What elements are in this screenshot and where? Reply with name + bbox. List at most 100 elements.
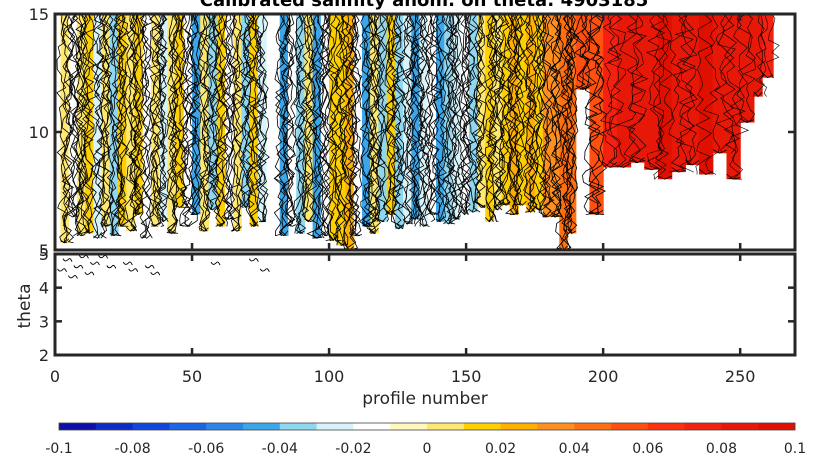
contour-line [452,213,461,220]
data-column [150,14,160,227]
contour-line [485,215,494,223]
contour-line [378,216,387,223]
tick-labels: 0 50 100 150 200 250 5 10 15 2 3 4 5 [29,5,756,386]
contour-line [320,231,330,237]
contour-line [653,14,671,180]
contour-line [64,14,76,218]
contour-line [232,226,242,232]
contour-line [93,232,102,239]
contour-line [668,14,687,173]
contour-line [110,14,123,237]
contour-line [139,14,151,239]
contour-line [287,222,297,227]
upper-y-tick-label: 5 [39,241,49,260]
contour-line [341,14,354,250]
contour-line [169,14,183,208]
contour-line [199,14,212,232]
colorbar-tick-label: -0.04 [262,441,298,457]
colorbar-swatch [353,423,391,430]
contour-line [87,14,101,239]
contour-line [575,85,590,90]
contour-line [257,14,270,223]
contour-line [537,14,550,218]
x-tick-label: 150 [451,367,482,386]
contour-line [361,220,371,227]
contour-line [436,14,449,223]
contour-line [155,14,168,223]
contour-line [166,14,179,234]
contour-line [426,14,440,215]
contour-line [197,14,210,232]
colorbar-swatch [279,423,317,430]
contour-line [295,14,307,234]
contour-line [100,14,113,227]
contour-line [60,238,69,244]
contour-line [561,14,573,250]
contour-line [250,14,263,227]
upper-panel-contours [56,14,780,250]
data-column [534,14,544,210]
contour-line [254,14,267,222]
lower-panel-frame [53,252,797,357]
contour-line [753,91,763,98]
contour-line [628,14,649,163]
contour-line [419,222,428,227]
data-column [616,14,632,168]
contour-line [208,205,217,211]
contour-line [200,227,209,232]
colorbar-tick-label: 0 [423,441,432,457]
contour-line [476,202,486,209]
contour-line [323,14,336,241]
contour-line [257,216,267,223]
contour-line [555,14,568,250]
colorbar-swatch [463,423,501,430]
contour-line [318,14,331,236]
data-column [644,14,659,170]
contour-line [753,14,765,97]
contour-line [419,14,432,227]
contour-line [646,14,666,171]
x-tick-label: 0 [50,367,60,386]
contour-line [92,14,105,239]
contour-line [386,14,399,215]
data-column [312,14,322,239]
contour-line [449,14,461,220]
contour-line [285,14,296,227]
contour-line [464,14,477,213]
contour-line [279,14,293,237]
contour-line [678,14,698,166]
contour-line [427,209,437,216]
contour-line [729,14,750,180]
contour-line [248,258,259,262]
contour-line [78,254,89,259]
contour-line [585,14,605,215]
contour-line [345,14,357,250]
upper-y-tick-label: 10 [29,123,49,142]
contour-line [550,211,560,218]
colorbar-tick-label: 0.02 [485,441,516,457]
contour-line [530,14,543,211]
contour-line [348,14,362,237]
contour-line [149,14,161,227]
contour-line [702,14,721,175]
lower-y-tick-label: 2 [39,346,49,365]
contour-line [128,14,141,232]
contour-line [305,14,317,222]
contour-line [602,161,618,168]
contour-line [345,245,354,250]
contour-line [512,14,524,206]
data-column [329,14,338,241]
data-column [296,14,306,234]
contour-line [435,215,445,223]
contour-line [533,14,547,211]
colorbar-tick-labels: -0.1 -0.08 -0.06 -0.04 -0.02 0 0.02 0.04 0.06 0.0… [45,441,806,457]
colorbar-swatch [243,423,281,430]
contour-line [106,264,117,269]
contour-line [393,14,406,229]
contour-line [567,228,576,235]
contour-line [739,118,755,124]
contour-line [630,157,645,164]
lower-y-tick-label: 4 [39,279,49,298]
contour-line [472,14,487,208]
contour-line [626,14,647,163]
